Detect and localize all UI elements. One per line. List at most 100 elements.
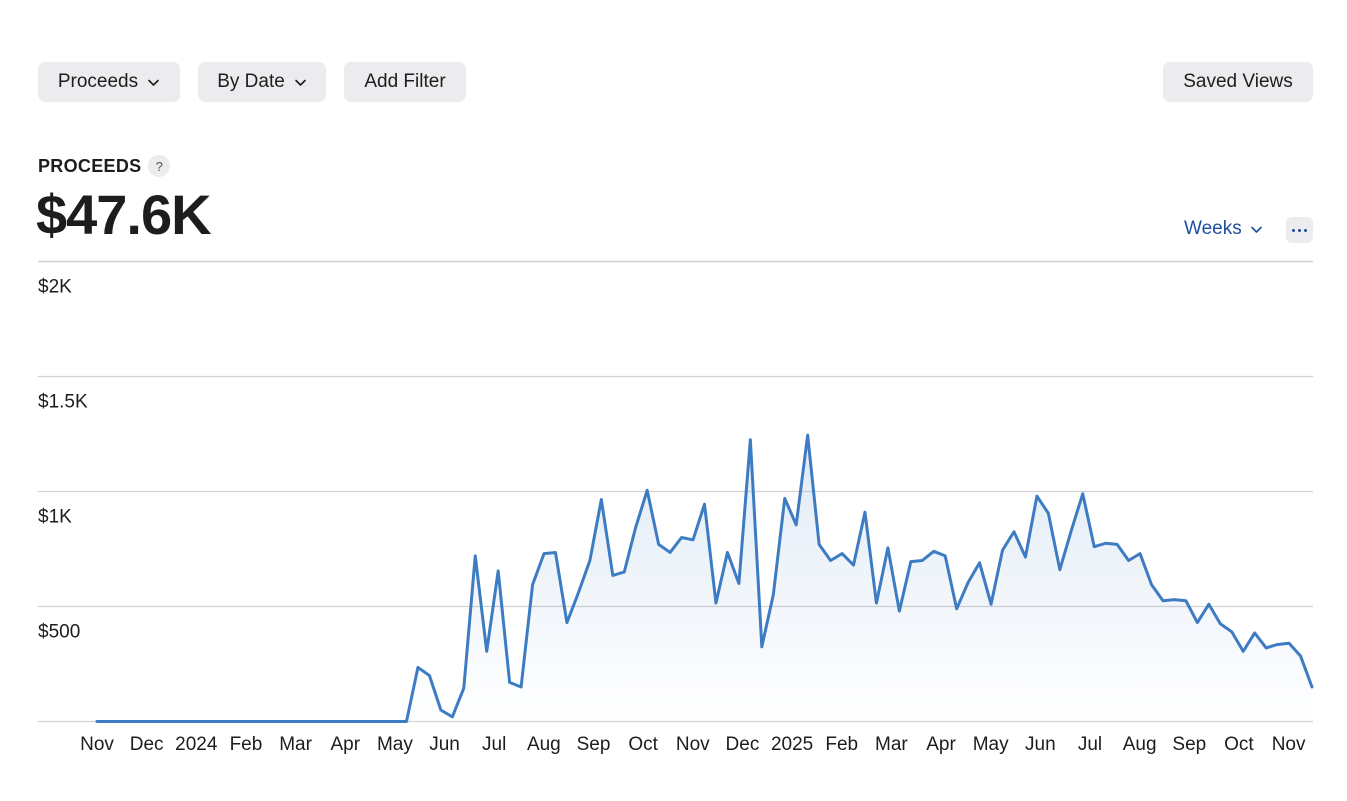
data-point[interactable] [322, 718, 330, 726]
data-point[interactable] [162, 718, 170, 726]
data-point[interactable] [1297, 652, 1305, 660]
data-point[interactable] [1067, 527, 1075, 535]
data-point[interactable] [746, 436, 754, 444]
data-point[interactable] [563, 619, 571, 627]
data-point[interactable] [1239, 647, 1247, 655]
data-point[interactable] [253, 718, 261, 726]
data-point[interactable] [402, 718, 410, 726]
data-point[interactable] [781, 494, 789, 502]
data-point[interactable] [1090, 543, 1098, 551]
data-point[interactable] [460, 684, 468, 692]
data-point[interactable] [437, 706, 445, 714]
data-point[interactable] [448, 713, 456, 721]
data-point[interactable] [380, 718, 388, 726]
data-point[interactable] [872, 599, 880, 607]
data-point[interactable] [678, 534, 686, 542]
data-point[interactable] [1274, 640, 1282, 648]
data-point[interactable] [185, 718, 193, 726]
data-point[interactable] [1010, 528, 1018, 536]
data-point[interactable] [231, 718, 239, 726]
data-point[interactable] [1113, 540, 1121, 548]
data-point[interactable] [1148, 581, 1156, 589]
data-point[interactable] [288, 718, 296, 726]
data-point[interactable] [334, 718, 342, 726]
data-point[interactable] [712, 599, 720, 607]
data-point[interactable] [815, 540, 823, 548]
data-point[interactable] [758, 643, 766, 651]
data-point[interactable] [792, 521, 800, 529]
data-point[interactable] [804, 431, 812, 439]
data-point[interactable] [964, 578, 972, 586]
data-point[interactable] [735, 580, 743, 588]
data-point[interactable] [1193, 619, 1201, 627]
data-point[interactable] [689, 536, 697, 544]
data-point[interactable] [701, 500, 709, 508]
data-point[interactable] [1021, 553, 1029, 561]
data-point[interactable] [208, 718, 216, 726]
data-point[interactable] [953, 605, 961, 613]
data-point[interactable] [769, 591, 777, 599]
data-point[interactable] [907, 558, 915, 566]
data-point[interactable] [1125, 557, 1133, 565]
data-point[interactable] [311, 718, 319, 726]
data-point[interactable] [1159, 597, 1167, 605]
data-point[interactable] [219, 718, 227, 726]
data-point[interactable] [1308, 683, 1316, 691]
data-point[interactable] [861, 508, 869, 516]
by-date-dropdown[interactable]: By Date [198, 62, 326, 102]
data-point[interactable] [357, 718, 365, 726]
data-point[interactable] [276, 718, 284, 726]
data-point[interactable] [414, 663, 422, 671]
data-point[interactable] [884, 544, 892, 552]
data-point[interactable] [116, 718, 124, 726]
data-point[interactable] [196, 718, 204, 726]
data-point[interactable] [850, 561, 858, 569]
data-point[interactable] [918, 557, 926, 565]
data-point[interactable] [666, 548, 674, 556]
data-point[interactable] [976, 559, 984, 567]
data-point[interactable] [1216, 620, 1224, 628]
data-point[interactable] [895, 607, 903, 615]
data-point[interactable] [93, 718, 101, 726]
data-point[interactable] [150, 718, 158, 726]
data-point[interactable] [242, 718, 250, 726]
data-point[interactable] [586, 557, 594, 565]
data-point[interactable] [987, 600, 995, 608]
data-point[interactable] [574, 589, 582, 597]
granularity-dropdown[interactable]: Weeks [1184, 218, 1263, 240]
data-point[interactable] [930, 547, 938, 555]
proceeds-dropdown[interactable]: Proceeds [38, 62, 180, 102]
data-point[interactable] [1044, 509, 1052, 517]
data-point[interactable] [391, 718, 399, 726]
data-point[interactable] [139, 718, 147, 726]
data-point[interactable] [540, 550, 548, 558]
data-point[interactable] [529, 581, 537, 589]
data-point[interactable] [506, 678, 514, 686]
data-point[interactable] [345, 718, 353, 726]
data-point[interactable] [1079, 490, 1087, 498]
data-point[interactable] [723, 548, 731, 556]
data-point[interactable] [104, 718, 112, 726]
data-point[interactable] [299, 718, 307, 726]
data-point[interactable] [517, 683, 525, 691]
data-point[interactable] [1285, 639, 1293, 647]
data-point[interactable] [1228, 628, 1236, 636]
data-point[interactable] [1056, 566, 1064, 574]
more-options-button[interactable] [1286, 217, 1313, 243]
data-point[interactable] [1033, 492, 1041, 500]
data-point[interactable] [1251, 629, 1259, 637]
data-point[interactable] [1205, 600, 1213, 608]
data-point[interactable] [1136, 550, 1144, 558]
data-point[interactable] [425, 672, 433, 680]
data-point[interactable] [620, 568, 628, 576]
data-point[interactable] [368, 718, 376, 726]
data-point[interactable] [999, 546, 1007, 554]
data-point[interactable] [1182, 597, 1190, 605]
data-point[interactable] [1262, 644, 1270, 652]
saved-views-button[interactable]: Saved Views [1163, 62, 1313, 102]
data-point[interactable] [483, 647, 491, 655]
data-point[interactable] [655, 540, 663, 548]
data-point[interactable] [941, 552, 949, 560]
data-point[interactable] [1170, 596, 1178, 604]
data-point[interactable] [265, 718, 273, 726]
